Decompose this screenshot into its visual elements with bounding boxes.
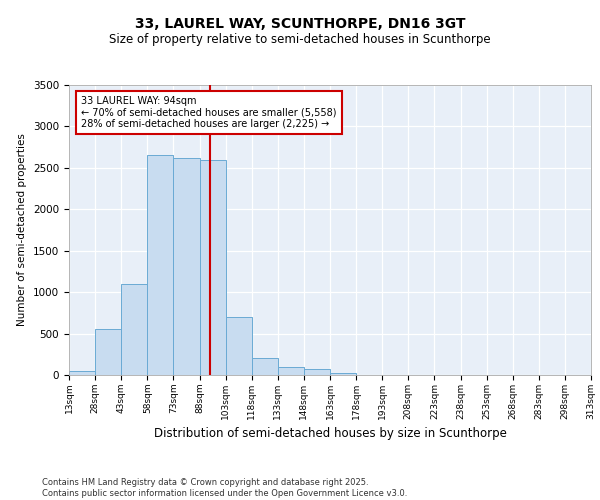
Bar xyxy=(330,374,356,375)
X-axis label: Distribution of semi-detached houses by size in Scunthorpe: Distribution of semi-detached houses by … xyxy=(154,428,506,440)
Text: 33 LAUREL WAY: 94sqm
← 70% of semi-detached houses are smaller (5,558)
28% of se: 33 LAUREL WAY: 94sqm ← 70% of semi-detac… xyxy=(81,96,337,129)
Bar xyxy=(226,317,252,375)
Text: 33, LAUREL WAY, SCUNTHORPE, DN16 3GT: 33, LAUREL WAY, SCUNTHORPE, DN16 3GT xyxy=(135,18,465,32)
Bar xyxy=(148,156,173,375)
Bar xyxy=(252,358,278,375)
Bar xyxy=(199,160,226,375)
Text: Size of property relative to semi-detached houses in Scunthorpe: Size of property relative to semi-detach… xyxy=(109,32,491,46)
Bar xyxy=(95,330,121,375)
Y-axis label: Number of semi-detached properties: Number of semi-detached properties xyxy=(17,134,28,326)
Text: Contains HM Land Registry data © Crown copyright and database right 2025.
Contai: Contains HM Land Registry data © Crown c… xyxy=(42,478,407,498)
Bar xyxy=(173,158,199,375)
Bar xyxy=(69,371,95,375)
Bar xyxy=(278,366,304,375)
Bar xyxy=(304,369,330,375)
Bar xyxy=(121,284,148,375)
